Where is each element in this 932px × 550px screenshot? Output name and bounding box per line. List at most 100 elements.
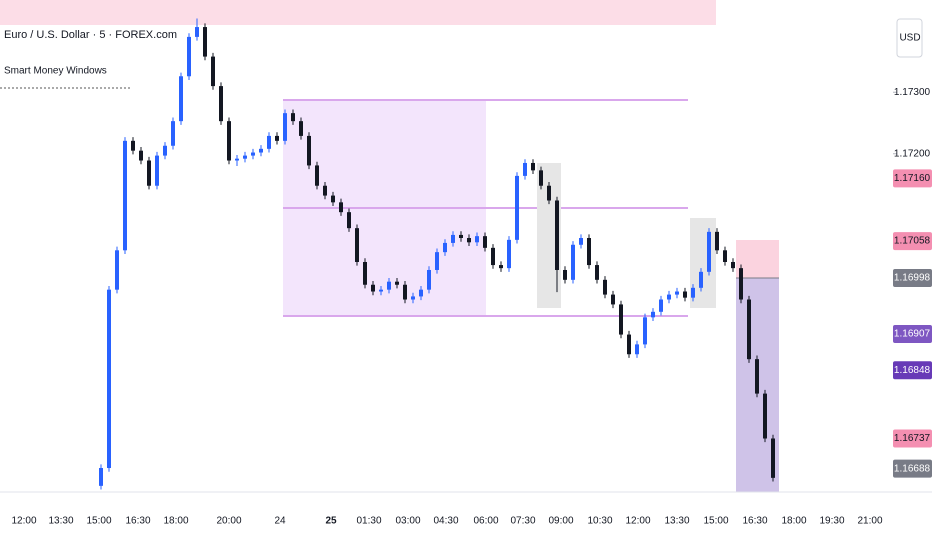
candle-body [579, 238, 583, 245]
candle-body [483, 236, 487, 248]
candle-body [531, 162, 535, 171]
candle-body [683, 291, 687, 298]
x-tick-label: 13:30 [48, 516, 73, 527]
candle-body [355, 228, 359, 262]
candle-body [443, 242, 447, 253]
indicator-name: Smart Money Windows [4, 66, 107, 77]
candle-body [603, 279, 607, 295]
candle-body [475, 236, 479, 243]
x-tick-label: 06:00 [473, 516, 498, 527]
currency-button[interactable] [896, 18, 923, 58]
candle-body [771, 438, 775, 478]
candle-body [547, 185, 551, 201]
candle-body [283, 113, 287, 141]
x-tick-label: 18:00 [163, 516, 188, 527]
candle-body [619, 304, 623, 335]
candle-body [243, 155, 247, 159]
x-tick-label: 13:30 [664, 516, 689, 527]
x-tick-label: 12:00 [11, 516, 36, 527]
x-tick-label: 15:00 [703, 516, 728, 527]
plot [99, 18, 775, 490]
candle-body [755, 359, 759, 394]
candle-body [179, 76, 183, 122]
y-tick-label: 1.17200 [894, 148, 931, 159]
candle-body [155, 155, 159, 186]
candle-body [291, 113, 295, 122]
x-tick-label: 15:00 [86, 516, 111, 527]
candle-body [395, 281, 399, 285]
price-tag-label: 1.16998 [894, 273, 931, 284]
price-tag [893, 459, 932, 478]
candle-body [747, 299, 751, 360]
price-tag-label: 1.16848 [894, 365, 931, 376]
candle-body [611, 294, 615, 305]
candle-body [259, 148, 263, 153]
candle-body [715, 231, 719, 251]
price-tag [893, 324, 932, 343]
candle-body [387, 281, 391, 290]
x-tick-label: 25 [325, 516, 337, 527]
price-tag [893, 429, 932, 448]
y-tick-label: 1.17300 [894, 87, 931, 98]
candle-body [707, 231, 711, 272]
candle-body [163, 145, 167, 156]
candle-body [555, 200, 559, 270]
candle-body [523, 162, 527, 176]
price-tag [893, 361, 932, 380]
candle-body [643, 317, 647, 345]
axes: 1.17200 1.17300 1.17160 1.17058 1.16998 1.169… [11, 87, 932, 527]
x-tick-label: 03:00 [395, 516, 420, 527]
x-tick-label: 16:30 [125, 516, 150, 527]
candle-body [667, 294, 671, 300]
candle-body [739, 268, 743, 300]
target-zone [736, 240, 779, 278]
candle-body [139, 150, 143, 161]
candle-body [123, 140, 127, 251]
candle-body [515, 175, 519, 240]
candle-body [403, 284, 407, 300]
candle-body [275, 135, 279, 141]
candle-body [675, 291, 679, 295]
candle-body [499, 265, 503, 269]
candle-body [435, 252, 439, 270]
chart-title: Euro / U.S. Dollar · 5 · FOREX.com [4, 29, 177, 41]
candle-body [251, 152, 255, 156]
candle-body [147, 160, 151, 186]
candle-body [587, 238, 591, 266]
candle-body [427, 269, 431, 290]
candle-body [171, 121, 175, 146]
x-tick-label: 24 [274, 516, 286, 527]
candle-body [315, 165, 319, 186]
x-tick-label: 20:00 [216, 516, 241, 527]
x-tick-label: 12:00 [625, 516, 650, 527]
candle-body [595, 265, 599, 280]
supply-zone [0, 0, 716, 25]
candle-body [219, 86, 223, 122]
candle-body [459, 234, 463, 239]
price-tag-label: 1.16688 [894, 463, 931, 474]
candle-body [723, 250, 727, 262]
x-tick-label: 10:30 [587, 516, 612, 527]
candle-body [379, 289, 383, 292]
candle-body [731, 261, 735, 269]
candle-body [491, 247, 495, 266]
price-tag [893, 232, 932, 251]
price-tag-label: 1.17160 [894, 173, 931, 184]
candle-body [563, 269, 567, 280]
candle-body [323, 185, 327, 196]
currency-label: USD [899, 33, 920, 44]
candle-body [267, 135, 271, 149]
candle-body [539, 170, 543, 186]
x-tick-label: 16:30 [742, 516, 767, 527]
x-tick-label: 18:00 [781, 516, 806, 527]
candle-body [371, 284, 375, 292]
candle-body [651, 311, 655, 318]
candle-body [659, 299, 663, 312]
x-tick-label: 04:30 [433, 516, 458, 527]
candle-body [299, 121, 303, 136]
candle-body [763, 393, 767, 439]
price-tag-label: 1.17058 [894, 236, 931, 247]
candle-body [699, 271, 703, 288]
